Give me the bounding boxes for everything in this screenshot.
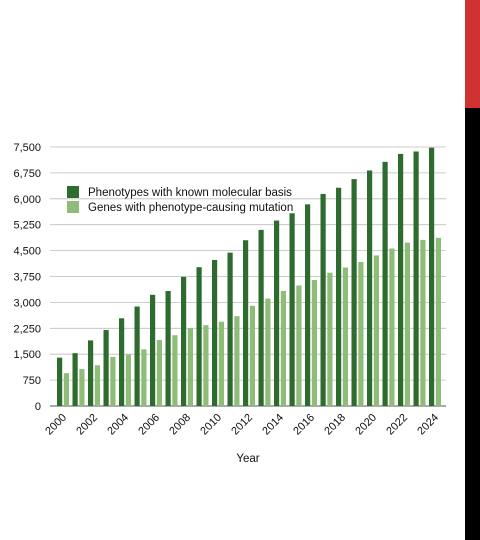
y-tick-label: 3,750: [13, 272, 41, 284]
bar-phenotypes-2001: [72, 353, 78, 406]
bar-genes-2022: [404, 242, 410, 406]
bar-genes-2019: [358, 261, 364, 406]
x-tick-label: 2014: [260, 412, 286, 438]
y-tick-label: 2,250: [13, 323, 41, 335]
x-tick-label: 2012: [229, 412, 255, 438]
bar-genes-2015: [296, 285, 302, 406]
bar-genes-2006: [156, 340, 162, 406]
bar-phenotypes-2021: [382, 161, 388, 406]
bar-genes-2008: [187, 328, 193, 406]
bar-phenotypes-2004: [119, 318, 125, 406]
y-tick-label: 3,000: [13, 297, 41, 309]
bar-phenotypes-2016: [305, 204, 311, 406]
x-tick-labels: 2000 2002 2004 2006 2008 2010 2012 2014 2016 2018…: [43, 412, 441, 438]
bar-phenotypes-2008: [181, 276, 187, 406]
legend-swatch-genes: [67, 201, 79, 213]
bar-phenotypes-2023: [413, 151, 419, 406]
bar-genes-2000: [63, 373, 69, 406]
bar-genes-2002: [94, 365, 100, 406]
bar-genes-2020: [373, 255, 379, 406]
x-tick-label: 2002: [74, 412, 100, 438]
bar-phenotypes-2020: [367, 170, 373, 406]
bar-genes-2013: [265, 298, 271, 406]
bar-phenotypes-2014: [274, 220, 280, 406]
y-tick-label: 750: [23, 375, 41, 387]
bar-phenotypes-2022: [398, 153, 404, 406]
bar-genes-2014: [280, 291, 286, 406]
x-tick-label: 2018: [322, 412, 348, 438]
y-tick-label: 1,500: [13, 349, 41, 361]
bar-genes-2010: [218, 321, 224, 406]
bars-group: [57, 147, 441, 406]
bar-phenotypes-2017: [320, 193, 326, 406]
x-tick-label: 2006: [136, 412, 162, 438]
bar-phenotypes-2018: [336, 187, 342, 406]
x-tick-label: 2008: [167, 412, 193, 438]
bar-genes-2009: [203, 325, 209, 406]
bar-phenotypes-2002: [88, 340, 94, 406]
bar-genes-2016: [311, 279, 317, 406]
x-tick-label: 2022: [384, 412, 410, 438]
edge-accent-black: [465, 108, 480, 540]
bar-genes-2018: [342, 267, 348, 406]
x-tick-label: 2004: [105, 412, 131, 438]
bar-genes-2021: [389, 248, 395, 406]
legend-label-phenotypes: Phenotypes with known molecular basis: [88, 187, 292, 199]
bar-phenotypes-2003: [103, 330, 109, 406]
y-tick-label: 4,500: [13, 246, 41, 258]
y-tick-labels: 0 750 1,500 2,250 3,000 3,750 4,500 5,250 6,000 6…: [13, 142, 41, 413]
bar-phenotypes-2024: [429, 147, 435, 406]
x-axis-title: Year: [236, 453, 259, 465]
bar-genes-2012: [249, 305, 255, 406]
y-tick-label: 7,500: [13, 142, 41, 154]
y-tick-label: 0: [35, 401, 41, 413]
bar-phenotypes-2012: [243, 240, 249, 406]
bar-genes-2007: [172, 335, 178, 406]
x-tick-label: 2016: [291, 412, 317, 438]
bar-genes-2024: [435, 237, 441, 406]
y-tick-label: 6,000: [13, 194, 41, 206]
bar-phenotypes-2006: [150, 294, 156, 406]
legend: Phenotypes with known molecular basis Ge…: [67, 186, 293, 214]
bar-genes-2005: [141, 349, 147, 406]
bar-phenotypes-2007: [165, 291, 171, 406]
bar-genes-2011: [234, 316, 240, 406]
x-tick-label: 2024: [415, 412, 441, 438]
bar-phenotypes-2011: [227, 252, 233, 406]
legend-label-genes: Genes with phenotype-causing mutation: [88, 202, 293, 214]
y-tick-label: 5,250: [13, 220, 41, 232]
bar-phenotypes-2015: [289, 213, 295, 406]
bar-genes-2001: [79, 369, 85, 406]
bar-phenotypes-2009: [196, 267, 202, 406]
bar-genes-2003: [110, 356, 116, 406]
edge-accent-red: [465, 0, 480, 108]
x-tick-label: 2010: [198, 412, 224, 438]
x-tick-label: 2000: [43, 412, 69, 438]
bar-phenotypes-2010: [212, 259, 218, 406]
legend-swatch-phenotypes: [67, 186, 79, 198]
bar-phenotypes-2005: [134, 306, 140, 406]
y-tick-label: 6,750: [13, 168, 41, 180]
bar-genes-2004: [125, 354, 131, 406]
bar-phenotypes-2013: [258, 229, 264, 406]
x-tick-label: 2020: [353, 412, 379, 438]
bar-phenotypes-2000: [57, 357, 63, 406]
bar-genes-2023: [420, 239, 426, 406]
bar-phenotypes-2019: [351, 179, 357, 406]
bar-genes-2017: [327, 272, 333, 406]
